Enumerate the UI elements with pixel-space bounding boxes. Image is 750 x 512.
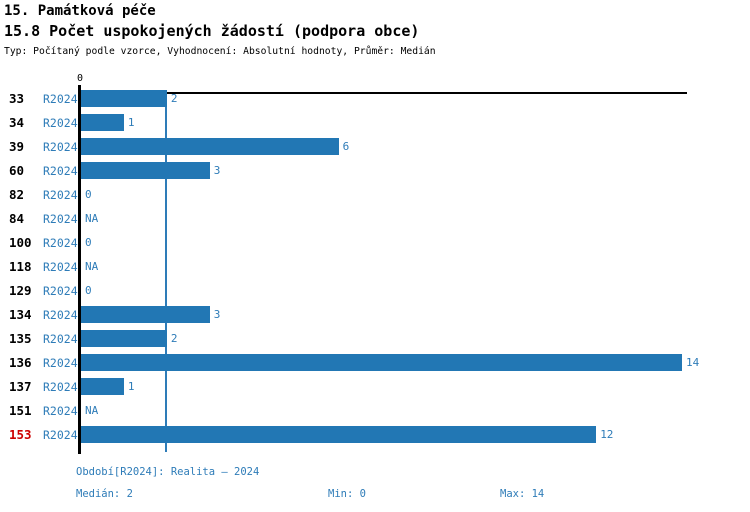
row-period-label: R2024 [43, 259, 78, 274]
row-period-label: R2024 [43, 307, 78, 322]
bar-value-label: 12 [600, 427, 614, 441]
row-period-label: R2024 [43, 187, 78, 202]
chart-row: 129 R2024 0 [0, 279, 750, 303]
bar-value-label: 2 [170, 331, 178, 345]
chart-row: 82 R2024 0 [0, 183, 750, 207]
chart-row: 84 R2024 NA [0, 207, 750, 231]
row-period-label: R2024 [43, 283, 78, 298]
bar [81, 162, 210, 179]
chart-row: 34 R2024 1 [0, 111, 750, 135]
bar-value-label: 0 [85, 235, 92, 249]
x-axis-zero-tick-label: 0 [76, 73, 84, 84]
row-category-label: 153 [9, 426, 32, 442]
footer-median-label: Medián: 2 [76, 488, 133, 500]
row-category-label: 34 [9, 114, 25, 130]
bar-value-label: 6 [342, 139, 350, 153]
chart-row: 136 R2024 14 [0, 351, 750, 375]
row-period-label: R2024 [43, 355, 78, 370]
bar-value-label: 3 [213, 163, 221, 177]
bar [81, 90, 167, 107]
bar [81, 306, 210, 323]
bar-value-label: 14 [686, 355, 700, 369]
row-period-label: R2024 [43, 91, 78, 106]
row-category-label: 84 [9, 210, 25, 226]
x-axis-line [80, 92, 687, 94]
row-category-label: 135 [9, 330, 32, 346]
chart-row: 153 R2024 12 [0, 423, 750, 447]
bar-value-label: 3 [213, 307, 221, 321]
footer-period-label: Období[R2024]: Realita – 2024 [76, 466, 260, 478]
row-category-label: 134 [9, 306, 32, 322]
chart-row: 60 R2024 3 [0, 159, 750, 183]
bar [81, 354, 682, 371]
chart-row: 33 R2024 2 [0, 87, 750, 111]
row-category-label: 137 [9, 378, 32, 394]
row-period-label: R2024 [43, 403, 78, 418]
row-category-label: 39 [9, 138, 25, 154]
chart-row: 151 R2024 NA [0, 399, 750, 423]
bar-value-label: 1 [127, 379, 135, 393]
bar-value-label: NA [85, 403, 99, 417]
bar [81, 330, 167, 347]
chart-row: 134 R2024 3 [0, 303, 750, 327]
row-period-label: R2024 [43, 139, 78, 154]
bar [81, 426, 597, 443]
row-period-label: R2024 [43, 331, 78, 346]
bar-value-label: NA [85, 259, 99, 273]
row-period-label: R2024 [43, 115, 78, 130]
row-category-label: 151 [9, 402, 32, 418]
bar-value-label: 0 [85, 187, 92, 201]
bar [81, 114, 124, 131]
row-category-label: 82 [9, 186, 25, 202]
chart-meta-line: Typ: Počítaný podle vzorce, Vyhodnocení:… [4, 46, 436, 57]
footer-min-label: Min: 0 [328, 488, 366, 500]
row-category-label: 60 [9, 162, 25, 178]
median-reference-line [165, 93, 167, 452]
row-category-label: 100 [9, 234, 32, 250]
page-title: 15. Památková péče [4, 3, 156, 19]
chart-title: 15.8 Počet uspokojených žádostí (podpora… [4, 22, 420, 40]
row-period-label: R2024 [43, 163, 78, 178]
chart-row: 100 R2024 0 [0, 231, 750, 255]
bar-value-label: NA [85, 211, 99, 225]
row-period-label: R2024 [43, 379, 78, 394]
y-axis-line [78, 85, 81, 454]
row-period-label: R2024 [43, 211, 78, 226]
bar [81, 138, 339, 155]
chart-row: 135 R2024 2 [0, 327, 750, 351]
row-category-label: 136 [9, 354, 32, 370]
bar [81, 378, 124, 395]
row-period-label: R2024 [43, 235, 78, 250]
row-period-label: R2024 [43, 427, 78, 442]
row-category-label: 33 [9, 90, 25, 106]
chart-row: 39 R2024 6 [0, 135, 750, 159]
footer-max-label: Max: 14 [500, 488, 545, 500]
bar-value-label: 2 [170, 91, 178, 105]
row-category-label: 129 [9, 282, 32, 298]
chart-row: 137 R2024 1 [0, 375, 750, 399]
bar-value-label: 1 [127, 115, 135, 129]
bar-value-label: 0 [85, 283, 92, 297]
chart-row: 118 R2024 NA [0, 255, 750, 279]
row-category-label: 118 [9, 258, 32, 274]
